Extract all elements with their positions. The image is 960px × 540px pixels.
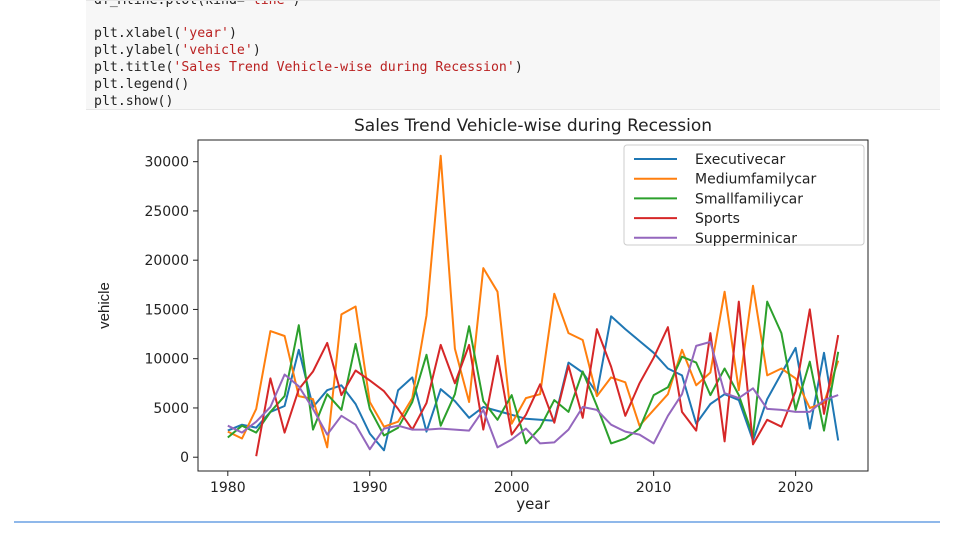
code-line-show: plt.show()	[94, 94, 174, 109]
y-tick-label-10000: 10000	[144, 352, 189, 368]
x-axis-label: year	[516, 495, 550, 513]
series-line-mediumfamilycar	[227, 154, 840, 449]
x-tick-label-2010: 2010	[636, 480, 672, 496]
y-tick-label-5000: 5000	[153, 401, 189, 417]
legend-label-mediumfamilycar: Mediumfamilycar	[695, 172, 816, 188]
code-line-xlabel: plt.xlabel('year')	[94, 26, 237, 41]
x-tick-label-2020: 2020	[778, 480, 814, 496]
y-tick-label-0: 0	[180, 450, 189, 466]
code-line-ylabel: plt.ylabel('vehicle')	[94, 43, 261, 58]
y-tick-label-20000: 20000	[144, 253, 189, 269]
series-line-executivecar	[227, 315, 840, 452]
chart-title: Sales Trend Vehicle-wise during Recessio…	[354, 116, 712, 136]
x-tick-label-1990: 1990	[352, 480, 388, 496]
x-tick-label-2000: 2000	[494, 480, 530, 496]
legend-label-smallfamiliycar: Smallfamiliycar	[695, 191, 803, 207]
plot-frame	[197, 139, 869, 472]
legend-label-supperminicar: Supperminicar	[695, 231, 797, 247]
cell-bottom-rule	[14, 521, 940, 523]
code-line-plot: df_Mline.plot(kind='line')	[94, 0, 301, 8]
y-tick-label-25000: 25000	[144, 204, 189, 220]
series-line-sports	[255, 300, 840, 457]
series-line-supperminicar	[227, 340, 839, 451]
code-line-legend: plt.legend()	[94, 77, 190, 92]
legend-label-executivecar: Executivecar	[695, 152, 785, 168]
code-cell[interactable]: df_Mline.plot(kind='line') plt.xlabel('y…	[86, 0, 940, 110]
y-axis-label: vehicle	[96, 282, 113, 329]
legend-box	[623, 144, 865, 246]
legend-label-sports: Sports	[695, 211, 740, 227]
x-tick-label-1980: 1980	[210, 480, 246, 496]
y-tick-label-15000: 15000	[144, 302, 189, 318]
code-line-title: plt.title('Sales Trend Vehicle-wise duri…	[94, 60, 523, 75]
line-chart: Sales Trend Vehicle-wise during Recessio…	[96, 116, 869, 513]
y-tick-label-30000: 30000	[144, 155, 189, 171]
